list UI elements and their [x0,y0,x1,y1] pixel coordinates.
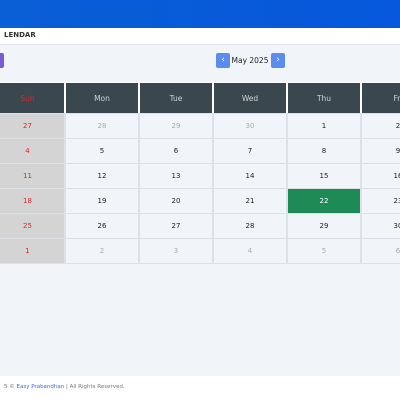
day-cell[interactable]: 27 [139,213,213,239]
weekday-header: Thu [287,82,361,114]
day-cell[interactable]: 29 [287,213,361,239]
footer-suffix: | All Rights Reserved. [66,384,125,390]
day-cell[interactable]: 9 [361,138,400,164]
day-cell[interactable]: 26 [65,213,139,239]
day-cell[interactable]: 15 [287,163,361,189]
day-cell[interactable]: 6 [139,138,213,164]
weekday-header: Mon [65,82,139,114]
day-cell[interactable]: 27 [0,113,65,139]
weekday-header: Sun [0,82,65,114]
day-cell[interactable]: 2 [361,113,400,139]
day-cell[interactable]: 2 [65,238,139,264]
month-label: May 2025 [231,56,269,65]
day-cell[interactable]: 5 [287,238,361,264]
day-cell[interactable]: 14 [213,163,287,189]
day-cell[interactable]: 21 [213,188,287,214]
day-cell[interactable]: 13 [139,163,213,189]
day-cell[interactable]: 28 [65,113,139,139]
day-cell[interactable]: 5 [65,138,139,164]
day-cell[interactable]: 12 [65,163,139,189]
day-cell[interactable]: 16 [361,163,400,189]
add-button[interactable] [0,53,4,68]
day-cell[interactable]: 4 [213,238,287,264]
weekday-header: Tue [139,82,213,114]
day-cell[interactable]: 7 [213,138,287,164]
page-title: LENDAR [4,31,36,39]
weekday-header: Fri [361,82,400,114]
calendar: SunMonTueWedThuFri2728293012456789111213… [0,82,400,264]
title-bar [0,28,400,45]
day-cell[interactable]: 18 [0,188,65,214]
day-cell[interactable]: 23 [361,188,400,214]
day-cell[interactable]: 25 [0,213,65,239]
day-cell[interactable]: 4 [0,138,65,164]
day-cell[interactable]: 30 [361,213,400,239]
day-cell[interactable]: 19 [65,188,139,214]
day-cell[interactable]: 20 [139,188,213,214]
day-cell[interactable]: 1 [287,113,361,139]
day-cell[interactable]: 8 [287,138,361,164]
footer [0,376,400,400]
day-cell[interactable]: 30 [213,113,287,139]
day-cell[interactable]: 3 [139,238,213,264]
footer-prefix: 5 © [4,384,15,390]
day-cell[interactable]: 22 [287,188,361,214]
next-month-button[interactable]: › [271,53,285,68]
day-cell[interactable]: 11 [0,163,65,189]
day-cell[interactable]: 28 [213,213,287,239]
prev-month-button[interactable]: ‹ [216,53,230,68]
top-bar [0,0,400,28]
day-cell[interactable]: 29 [139,113,213,139]
day-cell[interactable]: 1 [0,238,65,264]
weekday-header: Wed [213,82,287,114]
footer-link[interactable]: Easy Prabandhan [16,384,65,390]
day-cell[interactable]: 6 [361,238,400,264]
footer-text: 5 © Easy Prabandhan | All Rights Reserve… [4,384,125,390]
